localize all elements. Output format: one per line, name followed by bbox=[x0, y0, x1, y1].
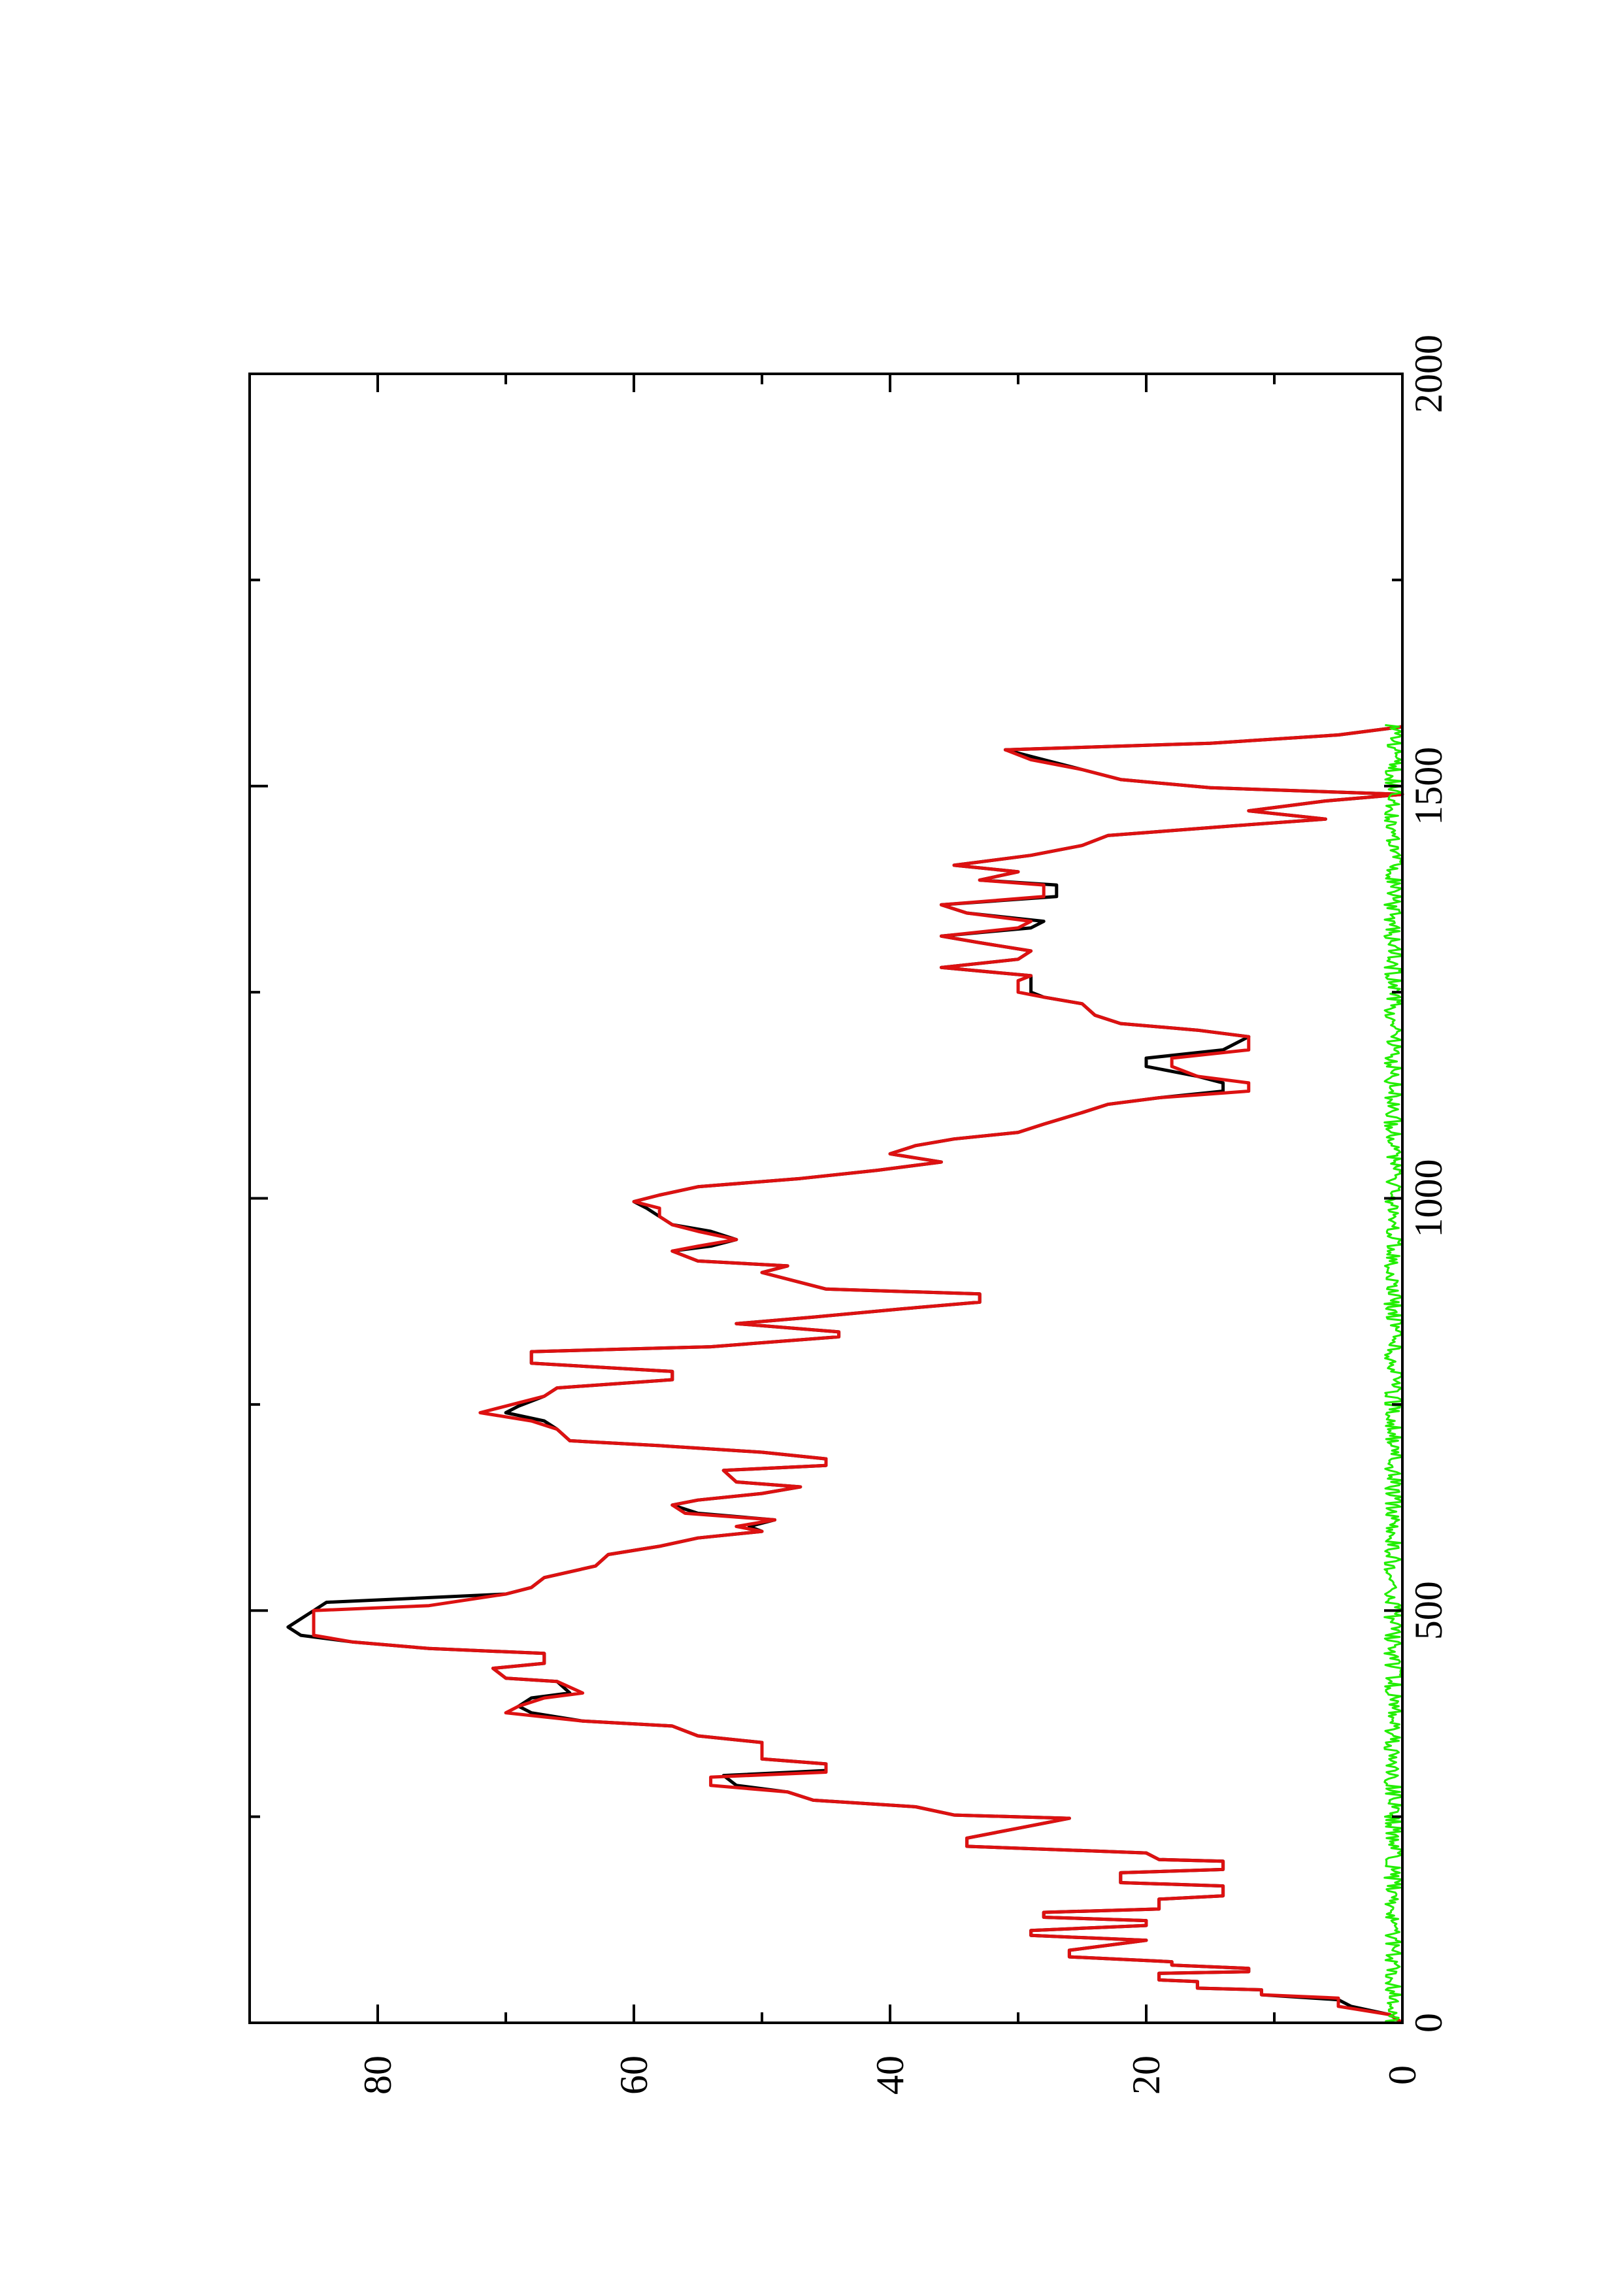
y-tick-label: 0 bbox=[1381, 2065, 1424, 2085]
y-tick-label: 80 bbox=[356, 2055, 399, 2095]
y-tick-label: 40 bbox=[868, 2055, 912, 2095]
series-line-2 bbox=[312, 725, 1404, 2025]
plot-frame bbox=[248, 373, 1404, 2024]
x-tick-label: 1500 bbox=[1407, 747, 1450, 825]
x-tick-label: 1000 bbox=[1407, 1159, 1450, 1238]
y-tick-label: 20 bbox=[1125, 2055, 1168, 2095]
plot-layer bbox=[286, 724, 1404, 2025]
series-line-1 bbox=[286, 725, 1404, 2025]
y-tick-label: 60 bbox=[612, 2055, 655, 2095]
axes-layer: 0 500 1000 1500 2000 0 20 40 60 80 bbox=[248, 335, 1450, 2095]
x-tick-label: 2000 bbox=[1407, 335, 1450, 413]
x-tick-label: 500 bbox=[1407, 1581, 1450, 1640]
series-line-3 bbox=[1383, 724, 1404, 2024]
x-tick-label: 0 bbox=[1407, 2013, 1450, 2033]
